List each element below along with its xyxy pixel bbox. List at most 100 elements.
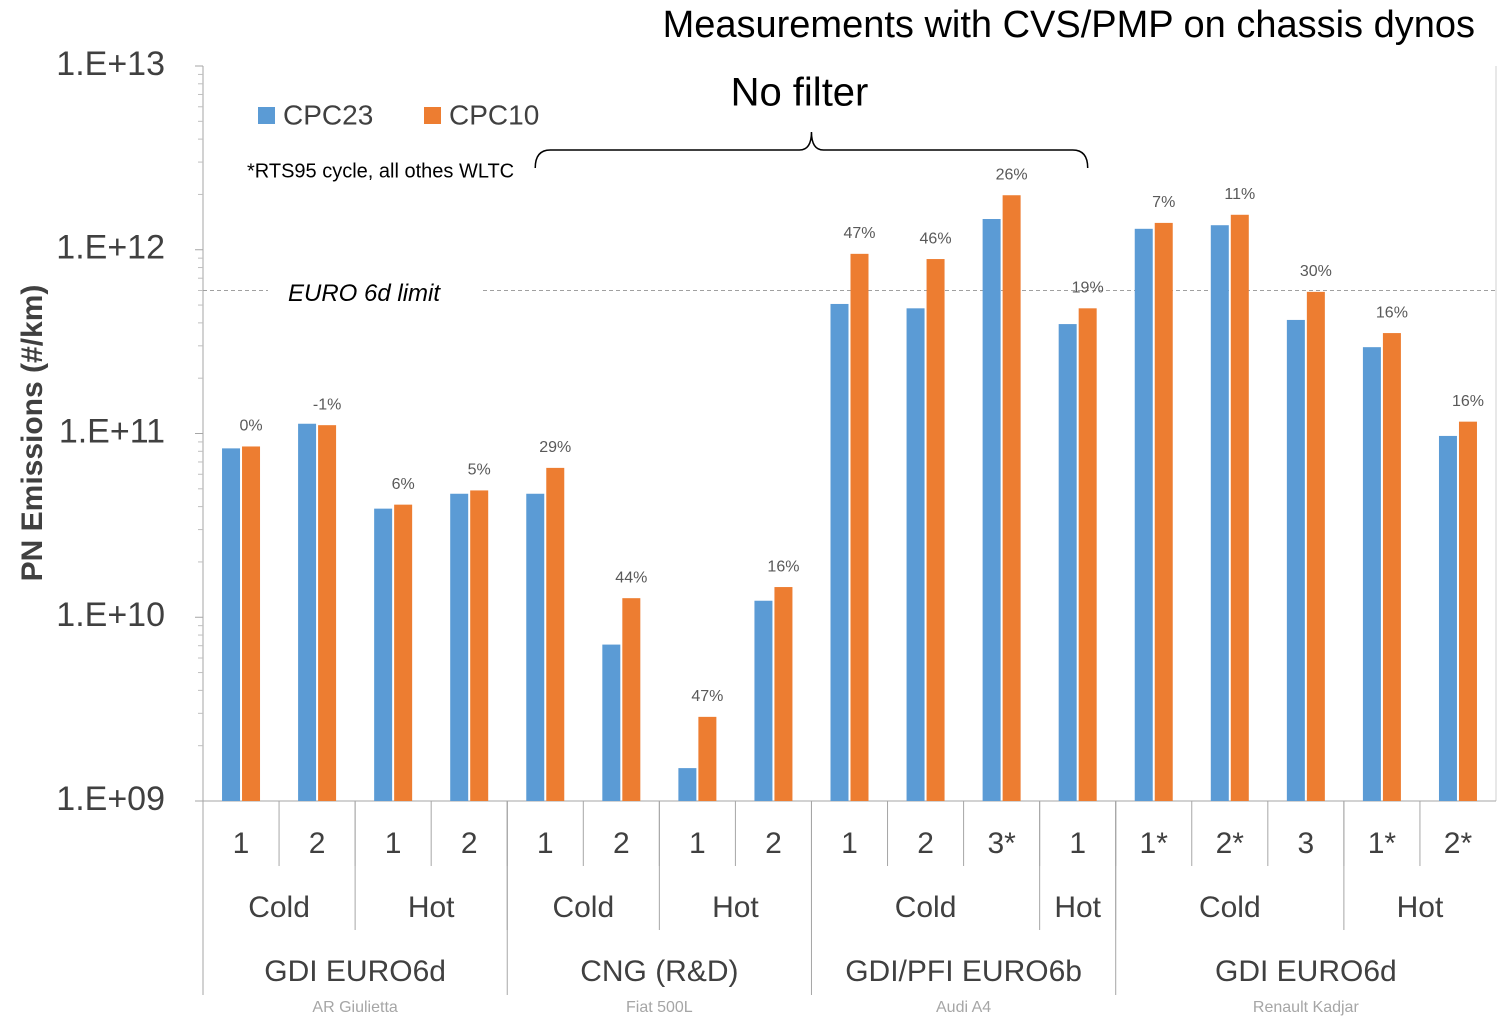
y-tick-label: 1.E+13 — [56, 45, 165, 83]
percent-label: 26% — [996, 166, 1028, 183]
legend-label: CPC23 — [283, 99, 373, 130]
bar — [1230, 214, 1249, 801]
percent-label: 11% — [1224, 186, 1255, 203]
vehicle-sublabel: Audi A4 — [936, 999, 991, 1016]
group-label: Cold — [1199, 891, 1261, 924]
percent-label: 46% — [920, 230, 952, 247]
percent-label: 16% — [767, 558, 799, 575]
percent-label: 6% — [392, 476, 415, 493]
group-label: Cold — [552, 891, 614, 924]
limit-label-bg — [268, 274, 480, 307]
bracket — [534, 131, 1089, 169]
x-tick-label: 3 — [1298, 827, 1315, 860]
percent-label: 44% — [615, 569, 647, 586]
bar — [906, 308, 925, 801]
x-tick-label: 1 — [233, 827, 250, 860]
bar — [242, 446, 261, 801]
group-label: Cold — [248, 891, 310, 924]
percent-label: -1% — [313, 396, 341, 413]
bar — [298, 423, 317, 801]
percent-label: 19% — [1072, 280, 1104, 297]
y-axis-label: PN Emissions (#/km) — [16, 285, 49, 582]
x-tick-label: 2 — [765, 827, 782, 860]
y-tick-label: 1.E+12 — [56, 229, 165, 267]
bar — [1210, 225, 1229, 801]
x-tick-label: 2 — [613, 827, 630, 860]
bar — [222, 448, 241, 801]
group-label: Hot — [408, 891, 455, 924]
bar — [1134, 228, 1153, 801]
bar — [1306, 291, 1325, 801]
bar — [754, 600, 773, 801]
x-tick-label: 2 — [917, 827, 934, 860]
vehicle-label: GDI EURO6d — [264, 955, 446, 988]
bar — [1078, 308, 1097, 801]
x-tick-label: 2* — [1216, 827, 1245, 860]
x-tick-label: 1 — [841, 827, 858, 860]
percent-label: 0% — [239, 418, 262, 435]
bar — [1458, 421, 1477, 801]
footnote: *RTS95 cycle, all othes WLTC — [247, 160, 514, 182]
percent-label: 30% — [1300, 263, 1332, 280]
percent-label: 5% — [468, 462, 491, 479]
bar — [982, 219, 1001, 801]
percent-label: 29% — [539, 439, 571, 456]
x-tick-label: 1 — [1069, 827, 1086, 860]
bar — [1286, 319, 1305, 801]
legend-label: CPC10 — [449, 99, 539, 130]
bar — [470, 490, 489, 801]
vehicle-label: GDI EURO6d — [1215, 955, 1397, 988]
bar — [698, 716, 717, 801]
bar — [926, 259, 945, 802]
bar — [830, 303, 849, 801]
bar — [546, 467, 565, 801]
percent-label: 7% — [1152, 194, 1175, 211]
bar — [394, 504, 413, 801]
vehicle-sublabel: AR Giulietta — [312, 999, 397, 1016]
limit-label: EURO 6d limit — [288, 280, 441, 307]
bar — [374, 508, 393, 801]
bar — [450, 493, 469, 801]
percent-label: 16% — [1452, 393, 1484, 410]
x-tick-label: 2 — [309, 827, 326, 860]
bar — [602, 644, 621, 801]
bracket-label: No filter — [731, 71, 869, 115]
x-tick-label: 2 — [461, 827, 478, 860]
vehicle-sublabel: Fiat 500L — [626, 999, 693, 1016]
y-tick-label: 1.E+09 — [56, 780, 165, 818]
x-tick-label: 1 — [537, 827, 554, 860]
x-tick-label: 1 — [689, 827, 706, 860]
bar — [1002, 195, 1021, 801]
bar — [526, 493, 545, 801]
group-label: Cold — [895, 891, 957, 924]
bar — [1058, 324, 1077, 801]
vehicle-label: CNG (R&D) — [580, 955, 738, 988]
group-label: Hot — [1054, 891, 1101, 924]
x-tick-label: 1* — [1368, 827, 1397, 860]
vehicle-sublabel: Renault Kadjar — [1253, 999, 1360, 1016]
x-tick-label: 2* — [1444, 827, 1473, 860]
percent-label: 47% — [691, 688, 723, 705]
group-label: Hot — [712, 891, 759, 924]
bar — [318, 425, 337, 801]
x-tick-label: 3* — [987, 827, 1016, 860]
y-tick-label: 1.E+11 — [59, 412, 165, 450]
x-tick-label: 1 — [385, 827, 402, 860]
chart-title: Measurements with CVS/PMP on chassis dyn… — [663, 4, 1475, 46]
group-label: Hot — [1397, 891, 1444, 924]
legend-swatch — [258, 107, 275, 124]
bar — [678, 768, 697, 801]
bar — [1438, 435, 1457, 801]
y-tick-label: 1.E+10 — [56, 596, 165, 634]
bar — [774, 587, 793, 801]
percent-label: 16% — [1376, 304, 1408, 321]
bar — [850, 253, 869, 802]
x-tick-label: 1* — [1140, 827, 1169, 860]
vehicle-label: GDI/PFI EURO6b — [845, 955, 1082, 988]
bar — [1382, 333, 1401, 801]
bar — [1362, 347, 1381, 801]
bar — [1154, 222, 1173, 801]
legend-swatch — [424, 107, 441, 124]
bar — [622, 598, 641, 801]
